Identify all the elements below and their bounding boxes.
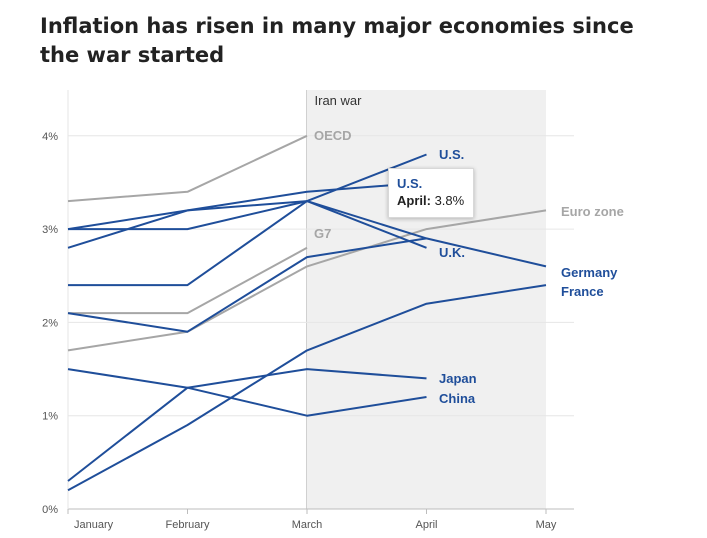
tooltip-value-row: April: 3.8% [397, 192, 465, 210]
shaded-region-label: Iran war [315, 93, 363, 108]
series-line-unlabeled [67, 237, 427, 333]
series-line-france [67, 284, 547, 492]
series-line-japan [67, 368, 427, 482]
series-line-germany [68, 200, 547, 287]
x-tick-label: May [536, 519, 557, 531]
tooltip-value: 3.8% [434, 193, 465, 208]
chart-title: Inflation has risen in many major econom… [40, 14, 634, 67]
series-label-germany: Germany [561, 265, 618, 280]
series-label-china: China [439, 391, 476, 406]
series-line-china [67, 368, 427, 417]
tooltip-series-name: U.S. [397, 176, 423, 191]
x-tick-label: February [165, 519, 210, 531]
series-line-euro-zone [67, 209, 547, 352]
series-line-unlabeled [67, 153, 427, 231]
y-tick-label: 0% [42, 504, 58, 516]
x-tick-label: April [415, 519, 437, 531]
tooltip-key: April: [397, 193, 431, 208]
series-line-oecd [67, 134, 308, 203]
series-label-u-s: U.S. [439, 147, 464, 162]
series-label-euro-zone: Euro zone [561, 204, 624, 219]
y-tick-label: 1% [42, 411, 58, 423]
shaded-region [306, 90, 546, 509]
x-tick-label: January [74, 519, 114, 531]
y-tick-label: 2% [42, 317, 58, 329]
series-label-g7: G7 [314, 226, 331, 241]
series-label-oecd: OECD [314, 128, 352, 143]
series-line-u-k [68, 200, 427, 249]
x-tick-label: March [292, 519, 323, 531]
y-tick-label: 3% [42, 224, 58, 236]
series-label-u-k: U.K. [439, 245, 465, 260]
series-label-japan: Japan [439, 371, 477, 386]
data-tooltip: U.S. April: 3.8% [388, 168, 474, 218]
series-label-france: France [561, 284, 604, 299]
series-line-g7 [68, 246, 308, 315]
y-tick-label: 4% [42, 131, 58, 143]
